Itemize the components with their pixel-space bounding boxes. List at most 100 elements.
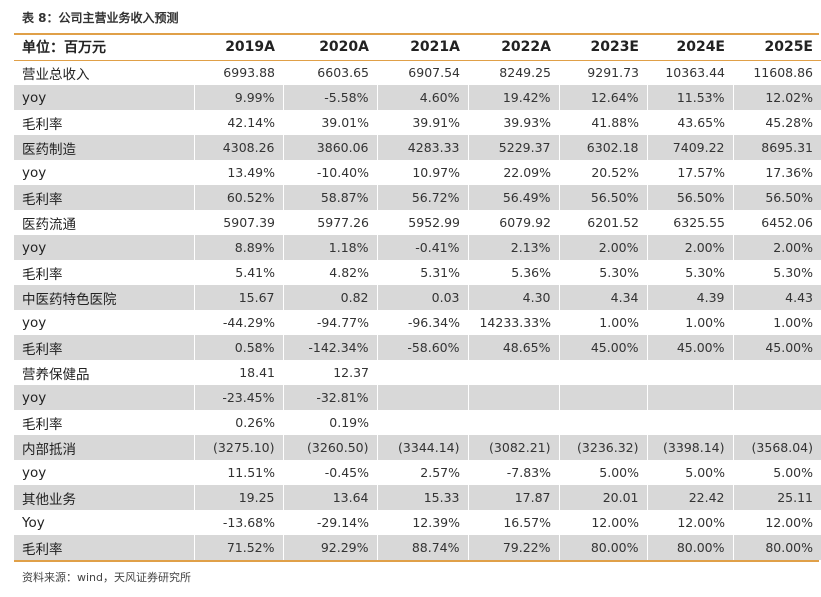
table-cell — [646, 385, 733, 410]
table-cell: 0.58% — [193, 335, 283, 360]
table-cell: 4.82% — [329, 265, 369, 280]
header-unit: 单位：百万元 — [14, 35, 194, 61]
table-cell: -0.41% — [376, 235, 468, 260]
table-cell: -13.68% — [222, 515, 275, 530]
table-row: 医药制造 4308.26 3860.06 4283.33 5229.37 6302.18 7… — [14, 135, 821, 160]
table-row: yoy 9.99% -5.58% 4.60% 19.42% 12.64% 11.53% 12.… — [14, 85, 821, 110]
table-cell — [376, 385, 468, 410]
table-cell: 7409.22 — [646, 135, 733, 160]
row-label: 毛利率 — [22, 541, 63, 558]
table-cell: 56.49% — [467, 185, 559, 210]
row-label: 内部抵消 — [22, 441, 76, 458]
table-cell: 19.42% — [467, 85, 559, 110]
table-cell: 5.30% — [685, 265, 725, 280]
header-year: 2023E — [559, 35, 647, 61]
table-cell: 4.39 — [646, 285, 733, 310]
table-cell: 39.91% — [412, 115, 460, 130]
table-cell — [732, 385, 821, 410]
table-cell: 45.00% — [732, 335, 821, 360]
table-row: 其他业务 19.25 13.64 15.33 17.87 20.01 22.42 25.11 — [14, 485, 821, 510]
table-row: 营养保健品 18.41 12.37 — [14, 360, 821, 385]
row-label: Yoy — [22, 514, 45, 531]
row-label: 营养保健品 — [22, 366, 90, 383]
table-cell: -5.58% — [282, 85, 377, 110]
table-cell: 56.50% — [646, 185, 733, 210]
table-cell: 3860.06 — [282, 135, 377, 160]
table-cell: -58.60% — [376, 335, 468, 360]
table-cell: 17.87 — [467, 485, 559, 510]
table-cell: 6452.06 — [761, 215, 813, 230]
table-cell — [647, 410, 733, 435]
table-cell: 4283.33 — [376, 135, 468, 160]
table-cell: (3275.10) — [193, 435, 283, 460]
row-label: 毛利率 — [22, 116, 63, 133]
header-year: 2025E — [733, 35, 821, 61]
table-cell: 1.00% — [773, 315, 813, 330]
table-cell: 13.49% — [227, 165, 275, 180]
table-cell: 8695.31 — [732, 135, 821, 160]
table-cell: 41.88% — [591, 115, 639, 130]
table-row: yoy 13.49% -10.40% 10.97% 22.09% 20.52% 17.57%… — [14, 160, 821, 185]
table-cell: 11608.86 — [753, 65, 813, 81]
table-cell: 1.18% — [282, 235, 377, 260]
table-cell: 6603.65 — [317, 65, 369, 81]
header-year: 2020A — [283, 35, 377, 61]
table-cell: 20.52% — [591, 165, 639, 180]
table-row: yoy -44.29% -94.77% -96.34% 14233.33% 1.00% 1.… — [14, 310, 821, 335]
table-cell — [559, 410, 647, 435]
table-cell: 6325.55 — [673, 215, 725, 230]
row-label: yoy — [22, 389, 47, 406]
table-cell — [558, 385, 647, 410]
table-cell: 42.14% — [227, 115, 275, 130]
table-cell: 5.00% — [599, 465, 639, 480]
table-cell — [468, 410, 559, 435]
table-cell: 5952.99 — [408, 215, 460, 230]
row-label: yoy — [22, 89, 47, 106]
table-cell: (3398.14) — [646, 435, 733, 460]
header-row: 单位：百万元 2019A 2020A 2021A 2022A 2023E 202… — [14, 35, 821, 61]
table-cell: 0.03 — [376, 285, 468, 310]
table-cell: 2.13% — [467, 235, 559, 260]
table-cell: 13.64 — [282, 485, 377, 510]
table-cell: -94.77% — [316, 315, 369, 330]
table-row: 毛利率 5.41% 4.82% 5.31% 5.36% 5.30% 5.30% 5.30% — [14, 260, 821, 285]
row-label: 医药制造 — [22, 141, 76, 158]
table-cell: 12.64% — [558, 85, 647, 110]
table-cell — [647, 360, 733, 385]
table-cell: -7.83% — [506, 465, 551, 480]
table-cell: 4308.26 — [193, 135, 283, 160]
table-cell: 6201.52 — [587, 215, 639, 230]
header-year: 2024E — [647, 35, 733, 61]
table-cell: 12.00% — [591, 515, 639, 530]
table-cell: 17.36% — [765, 165, 813, 180]
table-cell: 4.43 — [732, 285, 821, 310]
table-cell: 1.00% — [685, 315, 725, 330]
table-top-rule — [14, 33, 819, 35]
table-cell: 4.34 — [558, 285, 647, 310]
row-label: 毛利率 — [22, 191, 63, 208]
table-cell: -10.40% — [316, 165, 369, 180]
table-cell: -142.34% — [282, 335, 377, 360]
table-cell: 2.00% — [646, 235, 733, 260]
header-year: 2022A — [468, 35, 559, 61]
table-cell: 2.57% — [420, 465, 460, 480]
table-cell: 20.01 — [558, 485, 647, 510]
row-label: yoy — [22, 464, 47, 481]
table-cell: 5.36% — [511, 265, 551, 280]
table-cell: 0.26% — [235, 415, 275, 430]
table-row: yoy 11.51% -0.45% 2.57% -7.83% 5.00% 5.00% 5.00… — [14, 460, 821, 485]
table-cell — [559, 360, 647, 385]
table-cell: 10363.44 — [665, 65, 725, 81]
table-cell: 11.53% — [646, 85, 733, 110]
table-cell: 92.29% — [282, 535, 377, 560]
table-row: 营业总收入 6993.88 6603.65 6907.54 8249.25 9291.73… — [14, 60, 821, 85]
table-cell: 58.87% — [282, 185, 377, 210]
table-cell: (3236.32) — [558, 435, 647, 460]
table-cell: 12.02% — [732, 85, 821, 110]
table-cell: 15.67 — [193, 285, 283, 310]
table-cell: 5977.26 — [317, 215, 369, 230]
table-cell: (3260.50) — [282, 435, 377, 460]
table-cell: 22.42 — [646, 485, 733, 510]
table-cell: 8249.25 — [499, 65, 551, 81]
table-cell: 12.00% — [677, 515, 725, 530]
